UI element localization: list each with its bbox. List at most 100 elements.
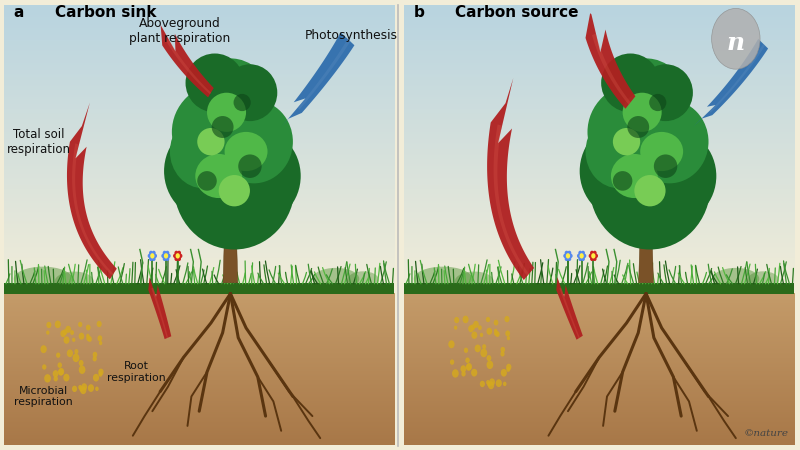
Circle shape	[506, 336, 510, 340]
Circle shape	[41, 345, 46, 353]
Circle shape	[480, 333, 483, 337]
Ellipse shape	[215, 130, 301, 223]
Text: Carbon source: Carbon source	[454, 5, 578, 20]
Circle shape	[482, 344, 486, 349]
Ellipse shape	[567, 251, 571, 255]
Ellipse shape	[177, 256, 181, 261]
Circle shape	[712, 9, 760, 69]
Circle shape	[471, 369, 478, 377]
Circle shape	[66, 326, 71, 333]
Circle shape	[56, 352, 60, 358]
Circle shape	[486, 317, 490, 322]
Circle shape	[78, 385, 82, 390]
Ellipse shape	[630, 130, 716, 223]
Circle shape	[480, 381, 485, 387]
Text: n: n	[726, 31, 745, 55]
Polygon shape	[556, 274, 583, 340]
Ellipse shape	[580, 122, 674, 220]
Polygon shape	[559, 288, 580, 338]
Circle shape	[53, 370, 58, 378]
Circle shape	[46, 322, 51, 328]
Ellipse shape	[166, 251, 170, 255]
Circle shape	[462, 315, 469, 323]
Text: a: a	[14, 5, 24, 20]
Circle shape	[487, 382, 491, 387]
Circle shape	[79, 387, 83, 392]
Text: b: b	[414, 5, 425, 20]
Circle shape	[473, 321, 479, 328]
Ellipse shape	[152, 256, 156, 261]
Ellipse shape	[164, 122, 258, 220]
Circle shape	[97, 321, 102, 327]
Circle shape	[495, 331, 500, 337]
Ellipse shape	[590, 251, 594, 255]
Ellipse shape	[634, 175, 666, 207]
Circle shape	[80, 386, 86, 394]
Ellipse shape	[174, 122, 295, 249]
Circle shape	[164, 253, 168, 259]
Ellipse shape	[607, 58, 685, 137]
Circle shape	[86, 324, 90, 330]
Circle shape	[74, 349, 78, 354]
Polygon shape	[4, 283, 394, 293]
Circle shape	[93, 374, 99, 382]
Ellipse shape	[207, 93, 246, 132]
Polygon shape	[638, 207, 654, 283]
Circle shape	[503, 382, 506, 386]
Text: Root
respiration: Root respiration	[107, 361, 166, 383]
Ellipse shape	[613, 128, 640, 155]
Ellipse shape	[172, 83, 274, 181]
Ellipse shape	[640, 132, 683, 171]
Polygon shape	[151, 288, 168, 338]
Ellipse shape	[565, 251, 569, 255]
Circle shape	[46, 330, 50, 335]
Circle shape	[501, 347, 505, 353]
Circle shape	[466, 363, 472, 370]
Circle shape	[82, 383, 87, 391]
Polygon shape	[710, 44, 765, 112]
Ellipse shape	[594, 254, 598, 258]
Circle shape	[494, 320, 498, 325]
Ellipse shape	[601, 54, 660, 112]
Ellipse shape	[166, 256, 170, 261]
Polygon shape	[166, 39, 211, 94]
Polygon shape	[586, 13, 635, 109]
Text: Photosynthesis: Photosynthesis	[305, 29, 398, 42]
Circle shape	[466, 364, 471, 371]
Polygon shape	[67, 103, 117, 279]
Circle shape	[54, 376, 58, 382]
Polygon shape	[298, 39, 350, 110]
Polygon shape	[281, 32, 354, 127]
Circle shape	[468, 325, 474, 332]
Circle shape	[60, 330, 66, 337]
Polygon shape	[72, 144, 114, 276]
Ellipse shape	[174, 256, 178, 261]
Ellipse shape	[611, 154, 658, 198]
Circle shape	[150, 253, 154, 259]
Ellipse shape	[198, 171, 217, 191]
Circle shape	[486, 328, 492, 335]
Ellipse shape	[162, 251, 166, 255]
Circle shape	[58, 368, 64, 375]
Circle shape	[95, 387, 98, 391]
Circle shape	[98, 372, 102, 377]
Ellipse shape	[581, 256, 585, 261]
Ellipse shape	[149, 256, 153, 261]
Circle shape	[506, 367, 510, 372]
Circle shape	[454, 325, 458, 330]
Circle shape	[58, 362, 62, 368]
Ellipse shape	[238, 154, 262, 178]
Circle shape	[175, 253, 180, 259]
Polygon shape	[494, 125, 529, 276]
Ellipse shape	[347, 271, 378, 288]
Circle shape	[488, 381, 494, 389]
Circle shape	[78, 365, 86, 374]
Ellipse shape	[195, 154, 242, 198]
Ellipse shape	[198, 128, 225, 155]
Circle shape	[70, 330, 74, 335]
Ellipse shape	[627, 116, 649, 138]
Ellipse shape	[153, 254, 157, 258]
Ellipse shape	[582, 254, 586, 258]
Ellipse shape	[313, 268, 359, 290]
Ellipse shape	[569, 254, 573, 258]
